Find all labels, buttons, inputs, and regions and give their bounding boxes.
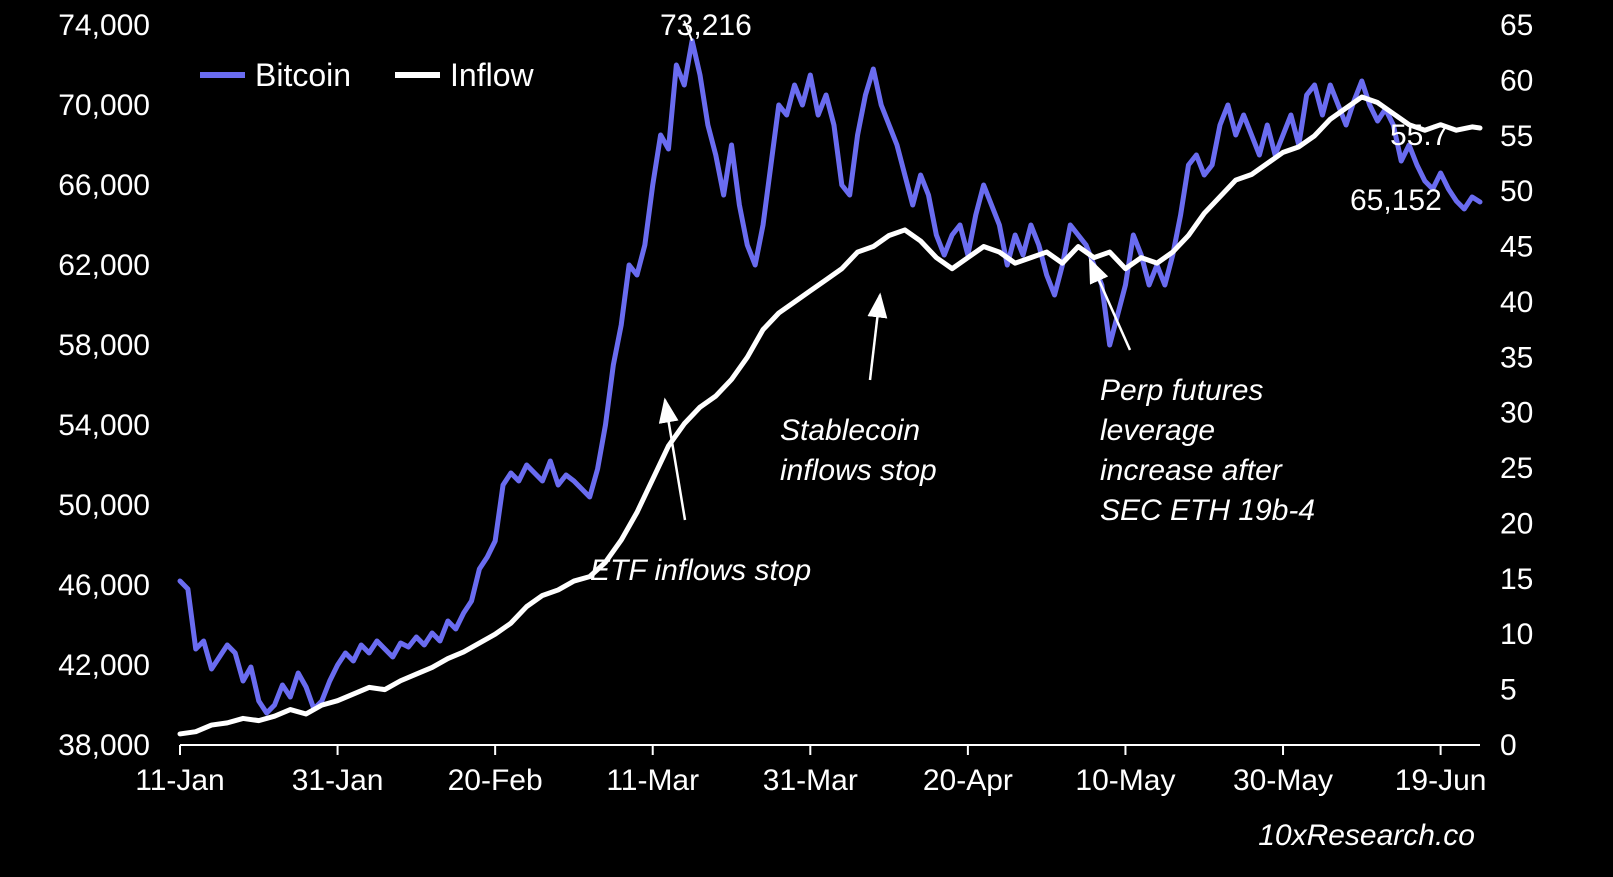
annotation-arrow xyxy=(870,295,880,380)
y-left-tick-label: 62,000 xyxy=(58,249,150,282)
y-left-tick-label: 70,000 xyxy=(58,89,150,122)
x-tick-label: 11-Jan xyxy=(135,764,225,797)
source-label: 10xResearch.co xyxy=(1258,819,1475,852)
annotation-perp-futures: increase after xyxy=(1100,454,1283,487)
y-right-tick-label: 15 xyxy=(1500,563,1533,596)
x-tick-label: 20-Apr xyxy=(923,764,1013,797)
x-tick-label: 11-Mar xyxy=(606,764,699,797)
y-right-tick-label: 55 xyxy=(1500,120,1533,153)
y-right-tick-label: 10 xyxy=(1500,618,1533,651)
y-right-tick-label: 25 xyxy=(1500,452,1533,485)
x-tick-label: 30-May xyxy=(1233,764,1333,797)
y-left-tick-label: 74,000 xyxy=(58,9,150,42)
y-right-tick-label: 45 xyxy=(1500,231,1533,264)
annotation-perp-futures: SEC ETH 19b-4 xyxy=(1100,494,1315,527)
y-left-tick-label: 42,000 xyxy=(58,649,150,682)
y-right-tick-label: 5 xyxy=(1500,674,1517,707)
x-tick-label: 19-Jun xyxy=(1395,764,1487,797)
x-tick-label: 31-Jan xyxy=(292,764,384,797)
end-label-inflow: 55.7 xyxy=(1390,119,1448,152)
y-left-tick-label: 50,000 xyxy=(58,489,150,522)
chart-svg: 38,000 42,000 46,000 50,000 54,000 58,000 62,0… xyxy=(0,0,1613,877)
bitcoin-line xyxy=(180,41,1480,713)
y-right-tick-label: 30 xyxy=(1500,397,1533,430)
annotation-perp-futures: Perp futures xyxy=(1100,374,1263,407)
y-right-tick-label: 20 xyxy=(1500,507,1533,540)
end-label-bitcoin: 65,152 xyxy=(1350,184,1442,217)
annotation-stablecoin-inflows-stop: inflows stop xyxy=(780,454,937,487)
y-right-tick-label: 50 xyxy=(1500,175,1533,208)
chart-container: 38,000 42,000 46,000 50,000 54,000 58,000 62,0… xyxy=(0,0,1613,877)
y-left-tick-label: 66,000 xyxy=(58,169,150,202)
x-tick-label: 10-May xyxy=(1075,764,1175,797)
x-tick-label: 31-Mar xyxy=(763,764,858,797)
y-right-tick-label: 40 xyxy=(1500,286,1533,319)
y-left-tick-label: 54,000 xyxy=(58,409,150,442)
y-left-tick-label: 46,000 xyxy=(58,569,150,602)
annotation-stablecoin-inflows-stop: Stablecoin xyxy=(780,414,920,447)
x-tick-label: 20-Feb xyxy=(448,764,543,797)
y-left-tick-label: 38,000 xyxy=(58,729,150,762)
annotation-etf-inflows-stop: ETF inflows stop xyxy=(590,554,811,587)
y-right-tick-label: 35 xyxy=(1500,341,1533,374)
y-right-tick-label: 65 xyxy=(1500,9,1533,42)
y-right-tick-label: 0 xyxy=(1500,729,1517,762)
annotation-arrow xyxy=(665,400,685,520)
legend-label: Inflow xyxy=(450,57,534,93)
y-left-tick-label: 58,000 xyxy=(58,329,150,362)
annotation-perp-futures: leverage xyxy=(1100,414,1215,447)
peak-label: 73,216 xyxy=(660,9,752,42)
legend-label: Bitcoin xyxy=(255,57,351,93)
y-right-tick-label: 60 xyxy=(1500,64,1533,97)
